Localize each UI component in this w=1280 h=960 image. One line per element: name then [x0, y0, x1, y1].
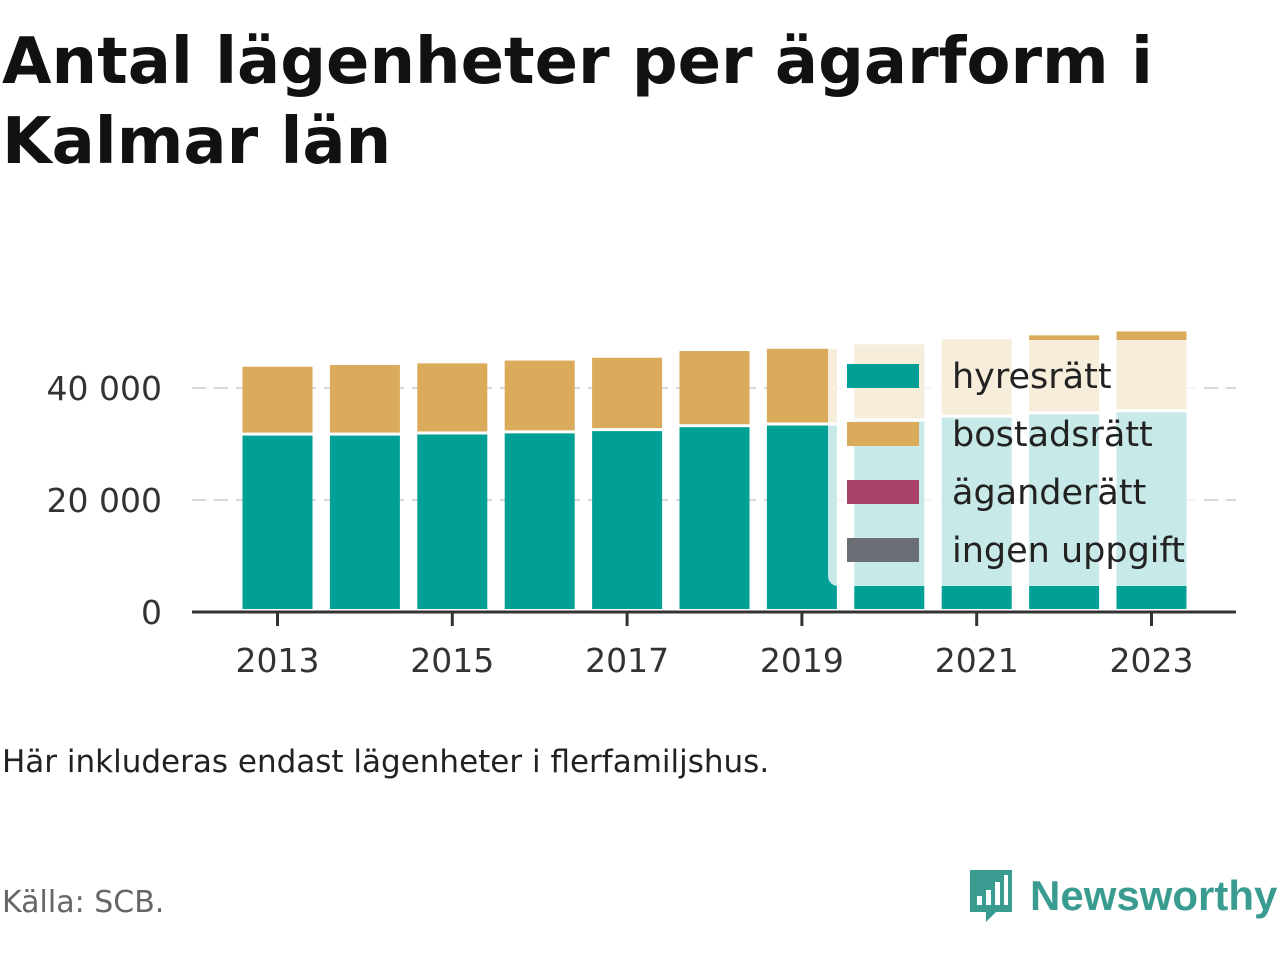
bar-segment: [766, 425, 837, 609]
bar-segment: [242, 435, 313, 609]
legend-label: ingen uppgift: [952, 531, 1185, 571]
bar-segment: [329, 435, 400, 609]
legend-label: hyresrätt: [952, 357, 1112, 397]
legend: hyresrätt bostadsrätt äganderätt ingen uppg…: [828, 340, 1200, 586]
x-tick-label: 2013: [236, 641, 320, 680]
x-tick-label: 2017: [585, 641, 669, 680]
brand[interactable]: Newsworthy: [966, 864, 1277, 928]
chart-note: Här inkluderas endast lägenheter i flerf…: [2, 744, 770, 780]
legend-box: [828, 340, 1200, 586]
legend-label: bostadsrätt: [952, 415, 1153, 455]
bar-segment: [592, 357, 663, 429]
y-tick-label: 40 000: [47, 369, 162, 408]
bar-segment: [766, 348, 837, 423]
newsworthy-logo-icon: [970, 870, 1012, 922]
legend-swatch: [847, 422, 919, 446]
legend-swatch: [847, 538, 919, 562]
y-tick-label: 20 000: [47, 481, 162, 520]
bar-segment: [504, 360, 575, 431]
x-tick-label: 2023: [1110, 641, 1194, 680]
x-axis: 2013 2015 2017 2019 2021 2023: [192, 610, 1236, 680]
legend-swatch: [847, 480, 919, 504]
bar-segment: [504, 433, 575, 609]
x-tick-label: 2021: [935, 641, 1019, 680]
bar-segment: [417, 434, 488, 609]
x-tick-label: 2019: [760, 641, 844, 680]
source-note: Källa: SCB.: [2, 885, 165, 920]
bar-segment: [592, 431, 663, 609]
bar-segment: [417, 363, 488, 432]
bar-segment: [679, 427, 750, 609]
y-axis: 0 20 000 40 000: [47, 369, 162, 632]
bar-segment: [329, 365, 400, 433]
brand-name: Newsworthy: [1030, 872, 1278, 919]
legend-swatch: [847, 364, 919, 388]
bar-segment: [679, 351, 750, 425]
bar-segment: [242, 366, 313, 433]
y-tick-label: 0: [141, 593, 162, 632]
x-tick-label: 2015: [410, 641, 494, 680]
legend-label: äganderätt: [952, 473, 1146, 513]
chart-title: Antal lägenheter per ägarform i Kalmar l…: [2, 25, 1153, 179]
